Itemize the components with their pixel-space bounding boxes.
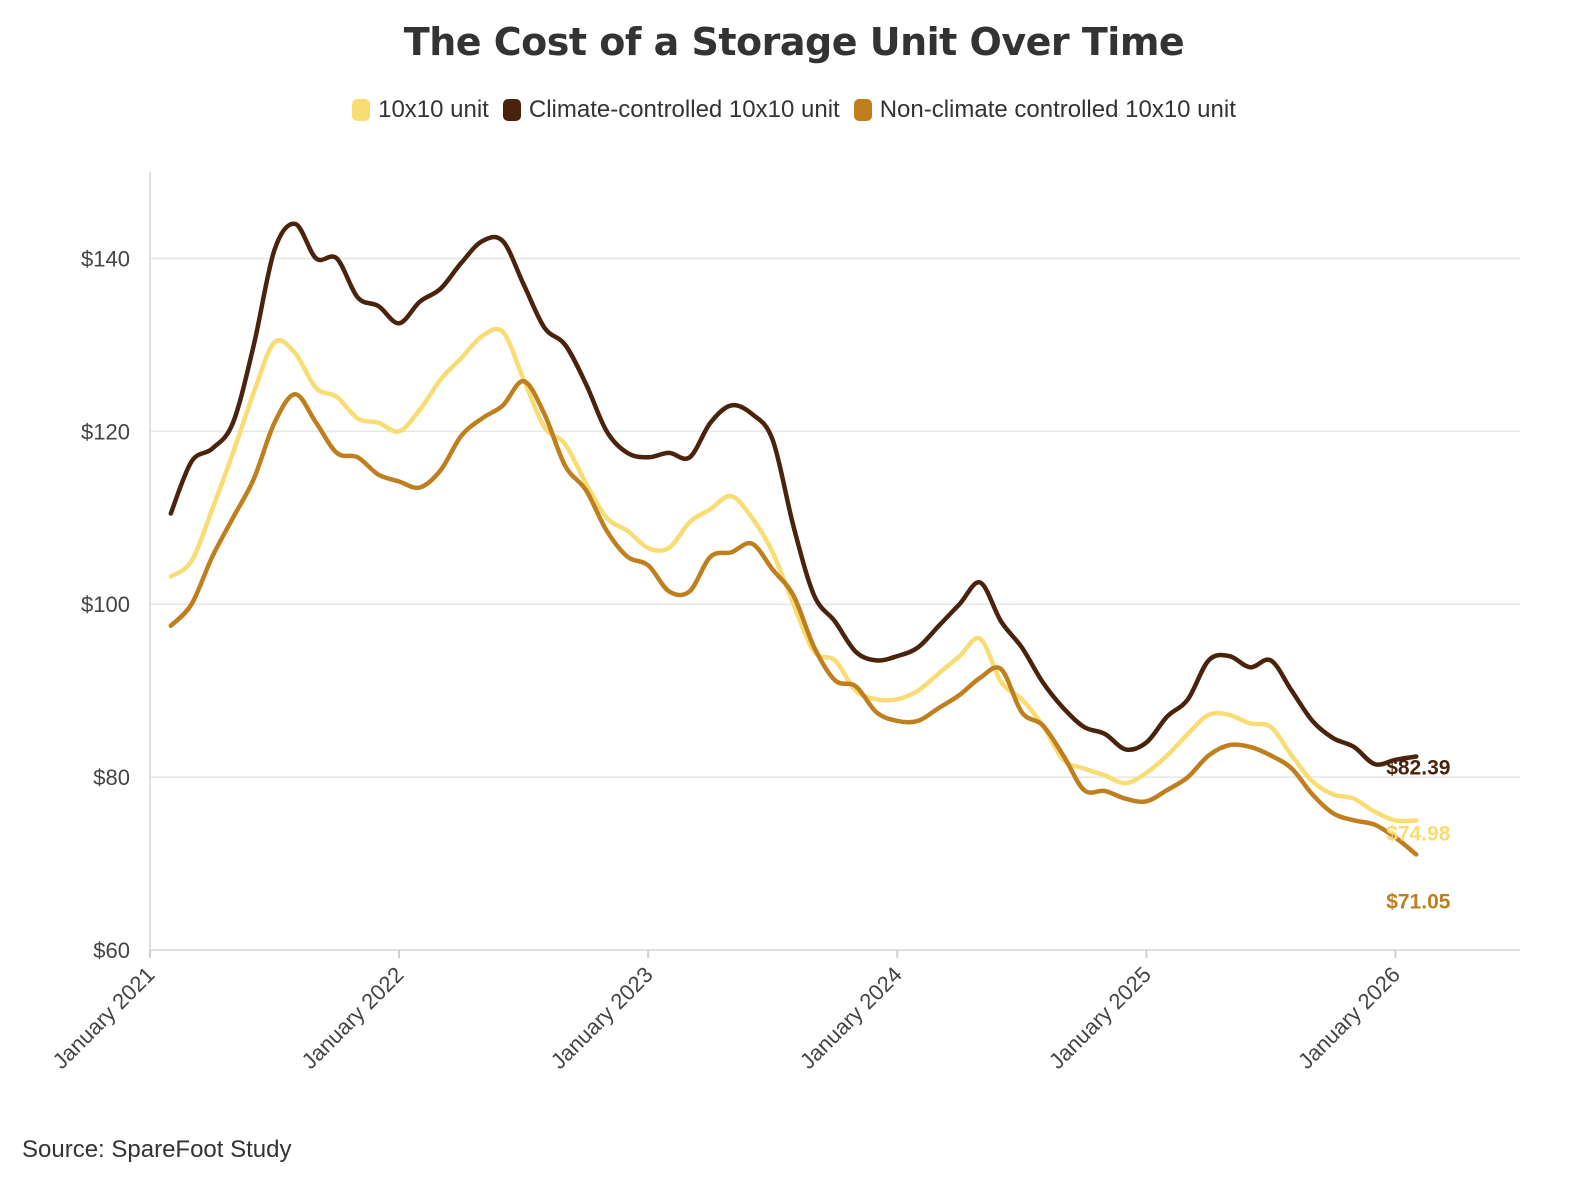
axis-layer: $60 $80 $100 $120 $140 January 2021 January 20… — [48, 172, 1520, 1074]
y-tick-label: $140 — [81, 246, 130, 271]
chart-legend: 10x10 unit Climate-controlled 10x10 unit… — [0, 96, 1588, 124]
series-layer — [168, 221, 1419, 857]
legend-swatch-non-climate-controlled — [853, 99, 872, 121]
y-tick-label: $60 — [93, 938, 130, 963]
x-tick-label: January 2021 — [48, 962, 160, 1074]
legend-item-non-climate-controlled[interactable]: Non-climate controlled 10x10 unit — [853, 96, 1236, 124]
grid-layer — [150, 257, 1520, 778]
chart-title: The Cost of a Storage Unit Over Time — [403, 20, 1185, 64]
series-line-climate-controlled[interactable] — [168, 221, 1419, 767]
series-line-10x10-unit[interactable] — [168, 326, 1419, 824]
source-note: Source: SpareFoot Study — [22, 1136, 292, 1163]
end-label-climate-controlled: $82.39 — [1386, 756, 1450, 779]
end-label-10x10-unit: $74.98 — [1386, 823, 1451, 846]
legend-item-climate-controlled[interactable]: Climate-controlled 10x10 unit — [502, 96, 840, 124]
x-tick-label: January 2023 — [546, 962, 658, 1074]
y-tick-label: $80 — [93, 765, 130, 790]
y-tick-label: $100 — [81, 592, 130, 617]
series-line-non-climate-controlled[interactable] — [168, 378, 1419, 857]
x-tick-label: January 2026 — [1293, 962, 1405, 1074]
y-tick-label: $120 — [81, 419, 130, 444]
legend-label-non-climate-controlled: Non-climate controlled 10x10 unit — [879, 96, 1236, 123]
legend-item-10x10-unit[interactable]: 10x10 unit — [352, 96, 489, 124]
x-tick-label: January 2025 — [1044, 962, 1156, 1074]
legend-swatch-climate-controlled — [502, 99, 521, 121]
end-label-non-climate-controlled: $71.05 — [1386, 890, 1451, 913]
end-label-layer: $74.98 $82.39 $71.05 — [1386, 756, 1451, 913]
x-tick-label: January 2022 — [297, 962, 409, 1074]
legend-swatch-10x10-unit — [352, 99, 371, 121]
x-tick-label: January 2024 — [795, 962, 907, 1074]
legend-label-climate-controlled: Climate-controlled 10x10 unit — [528, 96, 840, 123]
legend-label-10x10-unit: 10x10 unit — [378, 96, 489, 123]
